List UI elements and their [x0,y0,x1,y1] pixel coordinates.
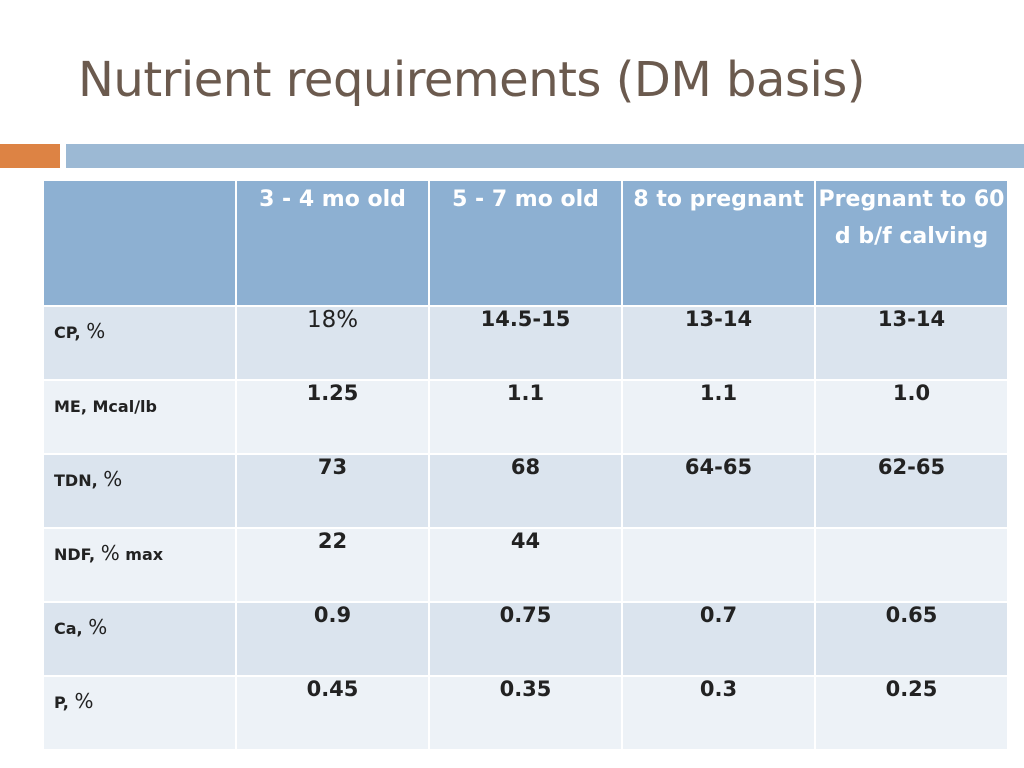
row-label-unit: % [103,467,123,491]
row-label-ndf: NDF, % max [42,527,237,603]
table-cell [621,527,816,603]
table-cell: 0.3 [621,675,816,751]
row-label-cp: CP, % [42,305,237,381]
table-cell: 0.35 [428,675,623,751]
table-row-ndf: NDF, % max 22 44 [42,527,1009,603]
table-cell: 14.5-15 [428,305,623,381]
table-row-ca: Ca, % 0.9 0.75 0.7 0.65 [42,601,1009,677]
row-label-tdn: TDN, % [42,453,237,529]
table-cell: 62-65 [814,453,1009,529]
table-row-p: P, % 0.45 0.35 0.3 0.25 [42,675,1009,751]
row-label-text: ME, Mcal/lb [54,397,157,416]
row-label-unit: % [88,615,108,639]
row-label-p: P, % [42,675,237,751]
table-cell: 0.65 [814,601,1009,677]
row-label-suffix: max [119,545,164,564]
row-label-unit: % [100,541,120,565]
slide-title: Nutrient requirements (DM basis) [78,52,866,108]
header-corner-cell [42,179,237,307]
header-8-to-pregnant: 8 to pregnant [621,179,816,307]
table-header-row: 3 - 4 mo old 5 - 7 mo old 8 to pregnant … [42,179,1009,307]
table-row-me: ME, Mcal/lb 1.25 1.1 1.1 1.0 [42,379,1009,455]
row-label-text: NDF, [54,545,101,564]
table-cell: 18% [235,305,430,381]
accent-bar-blue [66,144,1024,168]
table-row-tdn: TDN, % 73 68 64-65 62-65 [42,453,1009,529]
table-cell: 0.9 [235,601,430,677]
table-cell: 0.45 [235,675,430,751]
table-cell: 0.25 [814,675,1009,751]
table-cell: 68 [428,453,623,529]
table-cell: 13-14 [621,305,816,381]
row-label-text: TDN, [54,471,104,490]
table-cell: 1.1 [428,379,623,455]
row-label-ca: Ca, % [42,601,237,677]
table-cell: 13-14 [814,305,1009,381]
nutrient-requirements-table: 3 - 4 mo old 5 - 7 mo old 8 to pregnant … [42,179,1009,751]
table-cell: 1.25 [235,379,430,455]
table-cell [814,527,1009,603]
row-label-text: P, [54,693,75,712]
row-label-me: ME, Mcal/lb [42,379,237,455]
header-5-7-mo-old: 5 - 7 mo old [428,179,623,307]
accent-bar-orange [0,144,60,168]
row-label-unit: % [86,319,106,343]
header-pregnant-to-calving: Pregnant to 60 d b/f calving [814,179,1009,307]
row-label-text: Ca, [54,619,89,638]
table-cell: 0.75 [428,601,623,677]
table-cell: 73 [235,453,430,529]
table-row-cp: CP, % 18% 14.5-15 13-14 13-14 [42,305,1009,381]
table-cell: 64-65 [621,453,816,529]
table-cell: 22 [235,527,430,603]
row-label-unit: % [74,689,94,713]
table-cell: 1.0 [814,379,1009,455]
header-3-4-mo-old: 3 - 4 mo old [235,179,430,307]
table-cell: 0.7 [621,601,816,677]
table-cell: 1.1 [621,379,816,455]
row-label-text: CP, [54,323,87,342]
table-cell: 44 [428,527,623,603]
